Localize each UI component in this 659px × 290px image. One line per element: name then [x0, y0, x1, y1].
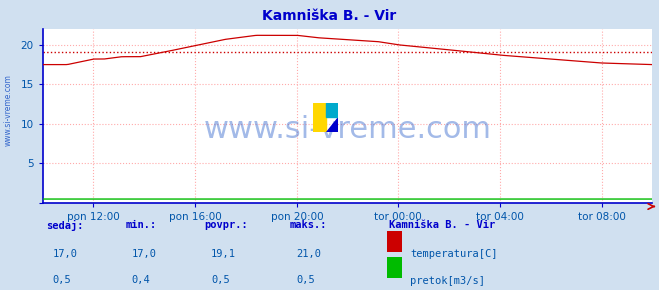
Text: www.si-vreme.com: www.si-vreme.com [3, 74, 13, 146]
Text: sedaj:: sedaj: [46, 220, 84, 231]
Text: povpr.:: povpr.: [204, 220, 248, 230]
Polygon shape [326, 117, 338, 132]
Polygon shape [326, 103, 338, 117]
Text: 0,4: 0,4 [132, 276, 150, 285]
Text: Kamniška B. - Vir: Kamniška B. - Vir [389, 220, 495, 230]
Text: pretok[m3/s]: pretok[m3/s] [410, 276, 485, 285]
Text: Kamniška B. - Vir: Kamniška B. - Vir [262, 9, 397, 23]
Text: temperatura[C]: temperatura[C] [410, 249, 498, 259]
Text: www.si-vreme.com: www.si-vreme.com [204, 115, 492, 144]
Text: 0,5: 0,5 [297, 276, 315, 285]
Text: 21,0: 21,0 [297, 249, 322, 259]
Text: 19,1: 19,1 [211, 249, 236, 259]
Text: 0,5: 0,5 [53, 276, 71, 285]
Text: 17,0: 17,0 [53, 249, 78, 259]
Text: min.:: min.: [125, 220, 156, 230]
Text: 17,0: 17,0 [132, 249, 157, 259]
Text: 0,5: 0,5 [211, 276, 229, 285]
Text: maks.:: maks.: [290, 220, 328, 230]
Polygon shape [313, 103, 326, 132]
